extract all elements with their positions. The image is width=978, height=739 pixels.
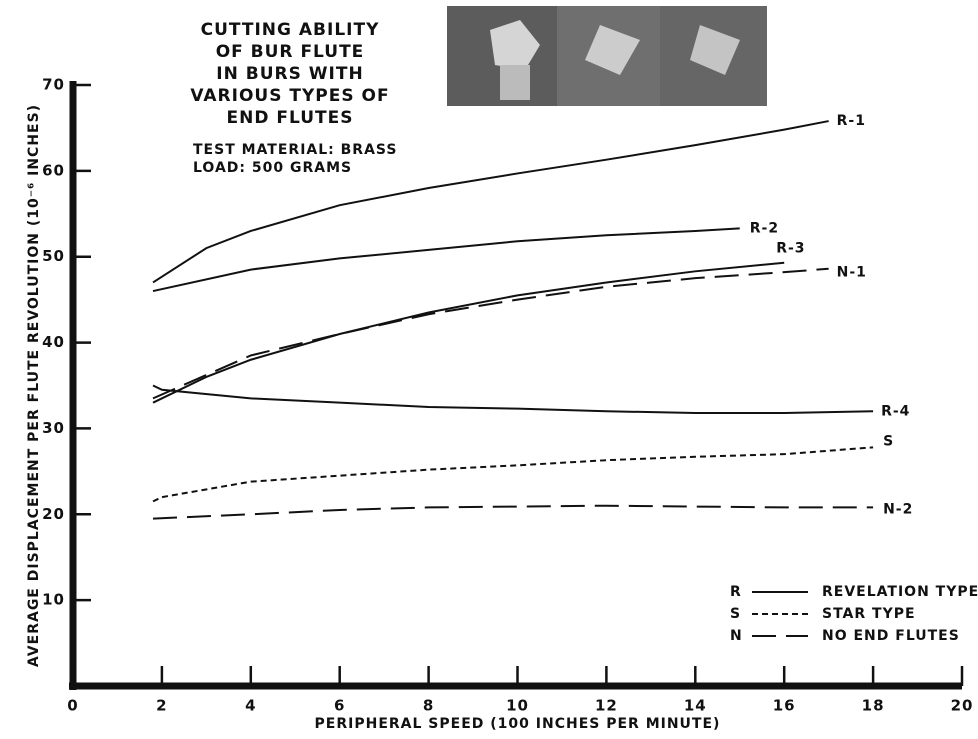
legend-label: STAR TYPE xyxy=(822,606,916,622)
y-tick-label: 60 xyxy=(42,161,65,179)
y-tick-label: 70 xyxy=(42,76,65,94)
x-tick-label: 20 xyxy=(951,697,974,715)
chart-title: IN BURS WITH xyxy=(216,64,363,84)
photo xyxy=(447,6,767,106)
chart-title: VARIOUS TYPES OF xyxy=(190,86,389,106)
chart-title: END FLUTES xyxy=(227,108,354,128)
x-tick-label: 18 xyxy=(862,697,885,715)
y-tick-label: 20 xyxy=(42,505,65,523)
series-label: N-1 xyxy=(837,265,867,281)
y-tick-label: 50 xyxy=(42,247,65,265)
line xyxy=(153,386,873,413)
x-tick-label: 8 xyxy=(423,697,434,715)
y-tick-label: 10 xyxy=(42,591,65,609)
x-tick-label: 12 xyxy=(595,697,618,715)
chart: CUTTING ABILITYOF BUR FLUTEIN BURS WITHV… xyxy=(0,0,978,739)
y-axis-label: AVERAGE DISPLACEMENT PER FLUTE REVOLUTIO… xyxy=(26,104,42,667)
series-label: R-3 xyxy=(776,241,805,257)
x-tick-label: 16 xyxy=(773,697,796,715)
line xyxy=(153,506,873,519)
x-axis-label: PERIPHERAL SPEED (100 INCHES PER MINUTE) xyxy=(315,716,721,732)
series-label: R-1 xyxy=(837,113,866,129)
chart-subtitle: LOAD: 500 GRAMS xyxy=(193,160,352,176)
x-tick-label: 14 xyxy=(684,697,707,715)
legend-key: R xyxy=(730,584,742,600)
series-label: N-2 xyxy=(883,501,913,517)
legend-label: NO END FLUTES xyxy=(822,628,960,644)
series-label: R-4 xyxy=(881,403,910,419)
legend-key: N xyxy=(730,628,743,644)
series-label: R-2 xyxy=(750,220,779,236)
line xyxy=(153,263,784,403)
x-tick-label: 0 xyxy=(67,697,78,715)
x-tick-label: 6 xyxy=(334,697,345,715)
chart-title: OF BUR FLUTE xyxy=(216,42,365,62)
x-tick-label: 10 xyxy=(506,697,529,715)
x-tick-label: 4 xyxy=(245,697,256,715)
chart-title: CUTTING ABILITY xyxy=(201,20,380,40)
y-tick-label: 40 xyxy=(42,333,65,351)
y-tick-label: 30 xyxy=(42,419,65,437)
line xyxy=(153,269,829,399)
legend-label: REVELATION TYPE xyxy=(822,584,978,600)
legend-key: S xyxy=(730,606,741,622)
chart-subtitle: TEST MATERIAL: BRASS xyxy=(193,142,397,158)
x-tick-label: 2 xyxy=(156,697,167,715)
line xyxy=(153,447,873,501)
series-label: S xyxy=(883,433,894,449)
